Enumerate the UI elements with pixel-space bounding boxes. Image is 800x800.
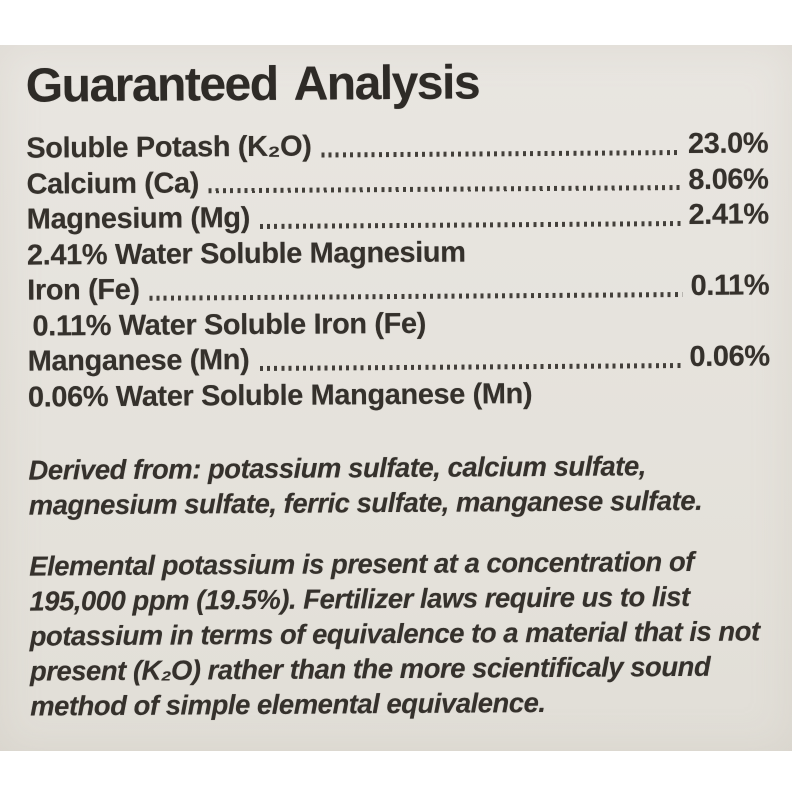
analysis-row-iron: Iron (Fe) 0.11% [27,269,769,310]
analysis-row-water-soluble-magnesium: 2.41% Water Soluble Magnesium [27,233,769,274]
nutrient-value: 2.41% [688,198,769,232]
nutrient-name: Soluble Potash (K₂O) [26,130,312,165]
analysis-row-manganese: Manganese (Mn) 0.06% [28,340,770,381]
nutrient-name: 2.41% Water Soluble Magnesium [26,236,466,272]
dot-leader [259,220,681,229]
nutrient-name: Calcium (Ca) [26,167,200,201]
potassium-note-text: Elemental potassium is present at a conc… [29,546,760,722]
dot-leader [149,291,683,301]
nutrient-name: 0.11% Water Soluble Iron (Fe) [32,307,427,343]
nutrient-name: Magnesium (Mg) [26,202,251,236]
analysis-row-soluble-potash: Soluble Potash (K₂O) 23.0% [26,127,768,168]
derived-from-text: Derived from: potassium sulfate, calcium… [28,450,703,521]
dot-leader [321,149,681,158]
nutrient-value: 0.11% [690,269,770,303]
nutrient-value: 0.06% [689,340,770,374]
analysis-table: Soluble Potash (K₂O) 23.0% Calcium (Ca) … [26,127,770,416]
dot-leader [259,362,682,371]
analysis-row-water-soluble-manganese: 0.06% Water Soluble Manganese (Mn) [28,375,770,416]
analysis-row-magnesium: Magnesium (Mg) 2.41% [27,198,769,239]
nutrient-name: 0.06% Water Soluble Manganese (Mn) [27,377,533,414]
nutrient-value: 8.06% [688,163,769,196]
guaranteed-analysis-title: Guaranteed Analysis [25,56,480,113]
analysis-row-water-soluble-iron: 0.11% Water Soluble Iron (Fe) [27,304,769,345]
label-content: Guaranteed Analysis Soluble Potash (K₂O)… [0,42,794,754]
nutrient-name: Iron (Fe) [27,274,140,307]
nutrient-value: 23.0% [687,127,769,161]
analysis-row-calcium: Calcium (Ca) 8.06% [26,162,768,203]
fertilizer-label: Guaranteed Analysis Soluble Potash (K₂O)… [0,45,792,751]
nutrient-name: Manganese (Mn) [27,344,250,378]
dot-leader [209,185,681,194]
